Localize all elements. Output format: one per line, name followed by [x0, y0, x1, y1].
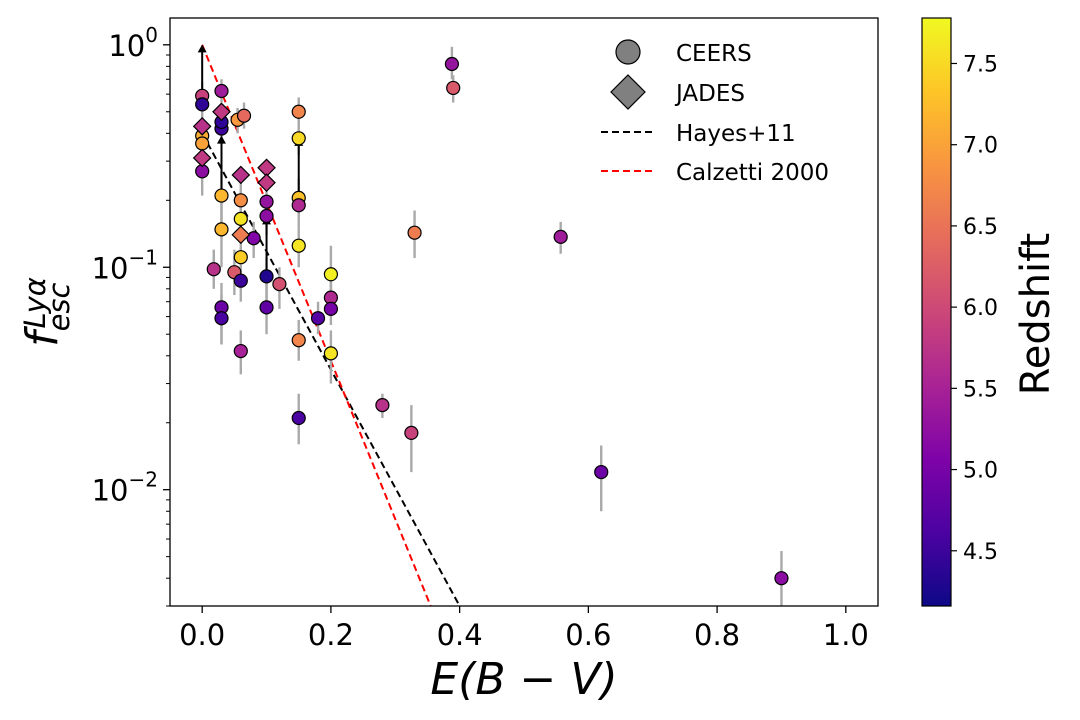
ceers-point — [233, 211, 248, 226]
ceers-point — [214, 311, 229, 326]
jades-point — [231, 165, 251, 185]
legend-calzetti-label: Calzetti 2000 — [676, 160, 829, 186]
x-axis-label: E(B − V) — [430, 654, 617, 705]
ceers-point — [553, 229, 568, 244]
ceers-point — [206, 262, 221, 277]
x-tick-label: 0.0 — [179, 618, 225, 652]
lower-limit-arrow-head — [197, 44, 207, 53]
ceers-point — [214, 83, 229, 99]
legend-ceers-marker — [615, 39, 641, 65]
ceers-point — [291, 198, 306, 213]
lower-limit-arrow-head — [216, 135, 226, 144]
data-points — [192, 56, 789, 586]
ceers-point — [774, 571, 789, 586]
colorbar-tick-label: 6.5 — [963, 215, 998, 240]
ceers-point — [446, 80, 461, 96]
colorbar-tick-label: 4.5 — [963, 540, 998, 565]
colorbar-tick-label: 5.5 — [963, 377, 998, 402]
jades-point — [212, 102, 231, 122]
y-axis-label: fescLyα — [17, 277, 76, 347]
y-axis-ticks: 10−2 10−1 100 — [92, 23, 170, 607]
x-tick-label: 0.8 — [694, 618, 740, 652]
colorbar-tick-label: 7.5 — [963, 52, 998, 77]
ceers-point — [291, 104, 306, 119]
ceers-point — [594, 464, 609, 480]
svg-text:fescLyα: fescLyα — [17, 277, 76, 347]
colorbar-ticks: 4.5 5.0 5.5 6.0 6.5 7.0 7.5 — [951, 52, 998, 565]
ceers-point — [195, 97, 210, 112]
ceers-point — [291, 410, 306, 426]
ceers-point — [214, 222, 229, 237]
y-tick-label: 100 — [108, 23, 158, 63]
ceers-point — [444, 56, 460, 72]
ceers-point — [246, 231, 261, 246]
ceers-point — [404, 425, 419, 441]
y-tick-label: 10−1 — [92, 245, 158, 285]
ceers-point — [291, 131, 306, 146]
ceers-point — [407, 225, 422, 240]
plot-frame — [169, 17, 879, 607]
ceers-point — [214, 188, 229, 203]
ceers-point — [259, 300, 274, 315]
legend: CEERS JADES Hayes+11 Calzetti 2000 — [601, 39, 829, 186]
x-tick-label: 1.0 — [823, 618, 869, 652]
model-line-calzetti-2000 — [201, 44, 432, 606]
ceers-point — [323, 267, 339, 282]
ceers-point — [272, 276, 287, 292]
jades-point — [192, 148, 212, 168]
jades-point — [257, 173, 276, 193]
y-axis-label-sub: esc — [42, 282, 76, 331]
ceers-point — [323, 346, 339, 361]
x-tick-label: 0.6 — [565, 618, 611, 652]
legend-jades-marker — [610, 74, 646, 110]
ceers-point — [195, 136, 210, 151]
y-axis-label-sup: Lyα — [18, 277, 52, 328]
ceers-point — [310, 311, 326, 326]
jades-point — [192, 117, 212, 136]
ceers-point — [291, 238, 306, 253]
ceers-point — [323, 301, 339, 316]
ceers-point — [259, 269, 274, 284]
ceers-point — [259, 208, 274, 224]
ceers-point — [375, 398, 390, 413]
legend-ceers-label: CEERS — [676, 41, 752, 67]
colorbar-tick-label: 6.0 — [963, 296, 998, 321]
jades-point — [231, 225, 251, 245]
model-lines — [201, 44, 461, 606]
ceers-point — [236, 108, 252, 123]
legend-jades-label: JADES — [674, 81, 745, 107]
x-axis-ticks: 0.0 0.2 0.4 0.6 0.8 1.0 — [179, 606, 869, 652]
ceers-point — [259, 194, 274, 209]
x-tick-label: 0.2 — [308, 618, 354, 652]
colorbar — [921, 17, 952, 607]
ceers-point — [233, 193, 248, 208]
colorbar-tick-label: 7.0 — [963, 134, 998, 159]
x-tick-label: 0.4 — [437, 618, 483, 652]
colorbar-label: Redshift — [1013, 233, 1059, 395]
legend-hayes-label: Hayes+11 — [676, 121, 796, 147]
colorbar-tick-label: 5.0 — [963, 459, 998, 484]
ceers-point — [233, 273, 248, 288]
ceers-point — [291, 333, 306, 348]
ceers-point — [233, 250, 248, 265]
y-tick-label: 10−2 — [92, 468, 158, 508]
ceers-point — [233, 343, 248, 359]
